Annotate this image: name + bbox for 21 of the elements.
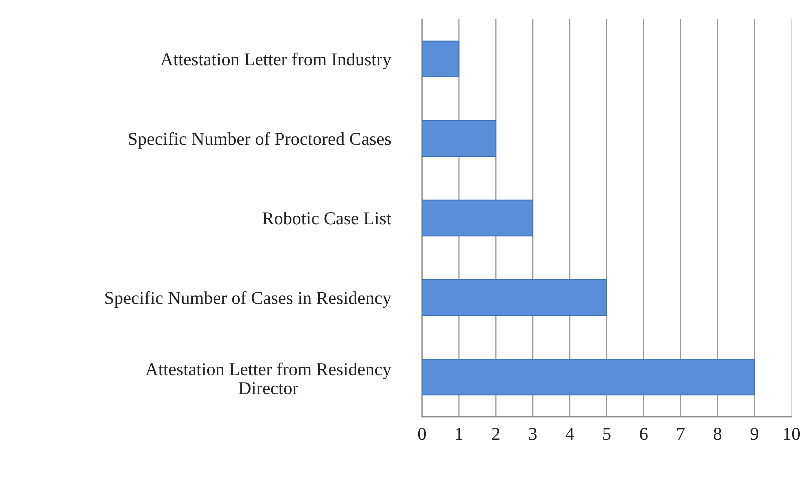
y-tick-label: Specific Number of Cases in Residency [106, 291, 392, 308]
x-tick-label: 8 [714, 428, 722, 440]
x-tick-label: 4 [566, 428, 574, 440]
bar [422, 359, 756, 396]
bar [422, 120, 497, 158]
x-tick-label: 0 [418, 428, 426, 440]
x-tick-label: 7 [678, 428, 685, 440]
bar [422, 200, 534, 237]
y-tick-label: Robotic Case List [262, 212, 392, 225]
bar [422, 40, 460, 78]
x-tick-label: 9 [750, 428, 759, 440]
x-tick-label: 2 [492, 428, 500, 440]
x-tick-label: 10 [784, 428, 800, 440]
y-tick-label: Attestation Letter from Industry [160, 52, 392, 70]
bar [422, 279, 608, 316]
x-tick-label: 1 [456, 428, 463, 440]
y-tick-label: Specific Number of Proctored Cases [129, 132, 392, 149]
y-tick-label: Attestation Letter from Residency Director [146, 362, 392, 395]
x-tick-label: 6 [640, 428, 648, 440]
x-tick-label: 3 [529, 428, 537, 440]
x-tick-label: 5 [604, 428, 611, 440]
